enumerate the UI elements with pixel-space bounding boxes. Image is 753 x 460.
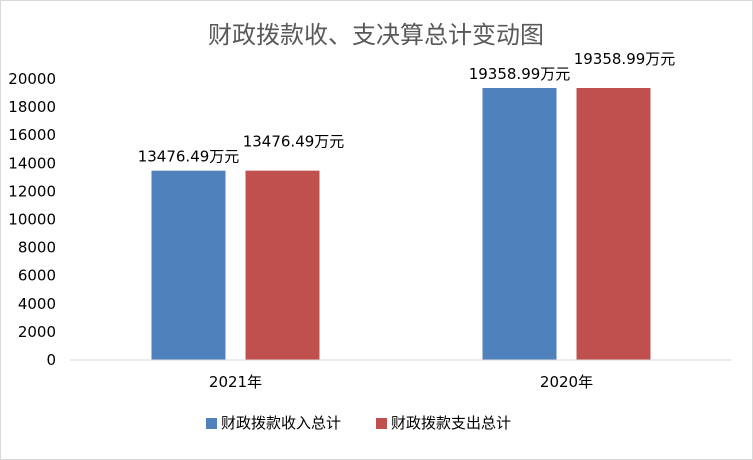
bar-expense-1 bbox=[576, 88, 651, 360]
y-tick-label: 18000 bbox=[8, 98, 56, 116]
legend-label: 财政拨款支出总计 bbox=[391, 414, 511, 432]
data-label: 13476.49万元 bbox=[138, 148, 240, 166]
bar-expense-0 bbox=[245, 170, 320, 360]
y-tick-label: 2000 bbox=[18, 323, 56, 341]
legend-label: 财政拨款收入总计 bbox=[221, 414, 341, 432]
y-tick-label: 12000 bbox=[8, 182, 56, 200]
data-label: 19358.99万元 bbox=[574, 50, 676, 68]
x-axis: 2021年 2020年 bbox=[70, 359, 732, 391]
y-tick-label: 14000 bbox=[8, 154, 56, 172]
y-axis: 0 2000 4000 6000 8000 10000 12000 14000 16000 180… bbox=[8, 70, 56, 369]
data-label: 13476.49万元 bbox=[243, 133, 345, 151]
y-tick-label: 8000 bbox=[18, 239, 56, 257]
y-tick-label: 0 bbox=[46, 351, 56, 369]
y-tick-label: 6000 bbox=[18, 267, 56, 285]
chart-title: 财政拨款收、支决算总计变动图 bbox=[208, 21, 544, 49]
y-tick-label: 4000 bbox=[18, 295, 56, 313]
y-tick-label: 20000 bbox=[8, 70, 56, 88]
y-tick-label: 16000 bbox=[8, 126, 56, 144]
bar-income-1 bbox=[482, 88, 557, 360]
data-label: 19358.99万元 bbox=[469, 65, 571, 83]
legend-swatch bbox=[206, 418, 217, 429]
x-category-label: 2020年 bbox=[540, 373, 593, 391]
x-category-label: 2021年 bbox=[209, 373, 262, 391]
legend-swatch bbox=[376, 418, 387, 429]
y-tick-label: 10000 bbox=[8, 211, 56, 229]
legend: 财政拨款收入总计 财政拨款支出总计 bbox=[206, 414, 511, 432]
bar-income-0 bbox=[151, 170, 226, 360]
